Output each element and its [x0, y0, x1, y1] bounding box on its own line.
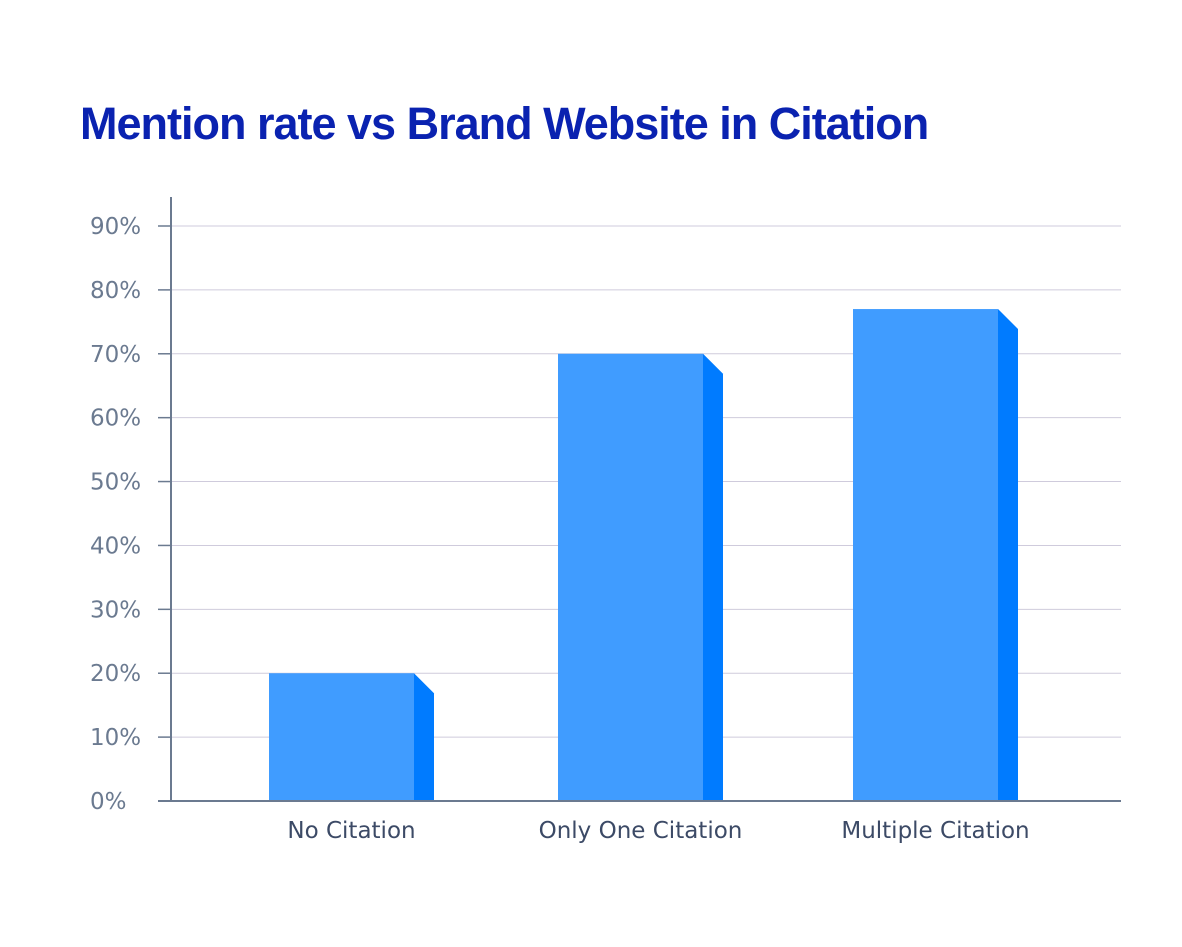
- x-category-label: Only One Citation: [539, 818, 743, 844]
- y-tick-label: 80%: [90, 278, 141, 304]
- y-tick-label: 90%: [90, 214, 141, 240]
- y-tick-label: 40%: [90, 533, 141, 559]
- y-tick-label: 70%: [90, 342, 141, 368]
- bar-1: [558, 353, 703, 801]
- bar-2: [853, 309, 998, 801]
- x-category-label: No Citation: [287, 818, 415, 844]
- y-tick-label: 10%: [90, 725, 141, 751]
- bar-side-2: [998, 309, 1018, 801]
- bar-side-0: [414, 673, 434, 801]
- y-tick-label: 20%: [90, 661, 141, 687]
- y-tick-label: 60%: [90, 406, 141, 432]
- y-tick-label: 50%: [90, 470, 141, 496]
- chart-title: Mention rate vs Brand Website in Citatio…: [80, 98, 929, 149]
- y-tick-label: 30%: [90, 597, 141, 623]
- bar-side-1: [703, 353, 723, 801]
- bar-0: [269, 673, 414, 801]
- y-tick-label: 0%: [90, 789, 127, 815]
- x-category-label: Multiple Citation: [841, 818, 1029, 844]
